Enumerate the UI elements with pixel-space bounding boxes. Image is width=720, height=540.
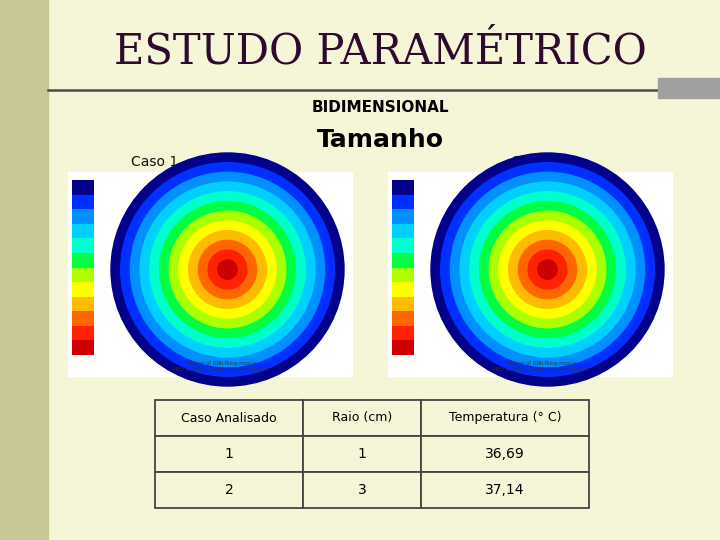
Text: 2: 2 xyxy=(225,483,233,497)
Text: Caso 2: Caso 2 xyxy=(511,155,559,169)
Ellipse shape xyxy=(179,221,276,318)
Bar xyxy=(392,238,414,253)
Bar xyxy=(303,400,421,436)
Bar xyxy=(421,472,589,508)
Ellipse shape xyxy=(208,250,247,289)
Text: 3: 3 xyxy=(358,483,366,497)
Bar xyxy=(72,326,94,340)
Bar xyxy=(303,472,421,508)
Bar xyxy=(392,340,414,355)
Bar xyxy=(72,282,94,296)
Text: Raio (cm): Raio (cm) xyxy=(332,411,392,424)
Ellipse shape xyxy=(528,250,567,289)
Ellipse shape xyxy=(508,231,586,308)
Text: Caso Analisado: Caso Analisado xyxy=(181,411,276,424)
Ellipse shape xyxy=(518,240,577,299)
Bar xyxy=(392,194,414,209)
Ellipse shape xyxy=(199,240,256,299)
Text: 1: 1 xyxy=(358,447,366,461)
Bar xyxy=(72,238,94,253)
Text: 37,14: 37,14 xyxy=(485,483,525,497)
Bar xyxy=(392,267,414,282)
Bar xyxy=(388,172,673,377)
Bar xyxy=(392,296,414,311)
Bar xyxy=(303,436,421,472)
Ellipse shape xyxy=(140,182,315,357)
Bar xyxy=(421,400,589,436)
Ellipse shape xyxy=(451,172,644,367)
Bar xyxy=(0,0,48,540)
Bar xyxy=(392,209,414,224)
Ellipse shape xyxy=(160,201,295,338)
Bar xyxy=(155,436,303,472)
Ellipse shape xyxy=(441,163,654,376)
Ellipse shape xyxy=(538,260,557,279)
Ellipse shape xyxy=(169,211,286,328)
Bar xyxy=(72,267,94,282)
Text: Caso 1: Caso 1 xyxy=(131,155,179,169)
Bar xyxy=(72,194,94,209)
Bar xyxy=(72,209,94,224)
Text: Temperatura (° C): Temperatura (° C) xyxy=(449,411,562,424)
Bar xyxy=(72,340,94,355)
Bar xyxy=(392,224,414,238)
Text: BIDIMENSIONAL: BIDIMENSIONAL xyxy=(311,100,449,116)
Text: 36,69: 36,69 xyxy=(485,447,525,461)
Ellipse shape xyxy=(431,153,664,386)
Ellipse shape xyxy=(111,153,344,386)
Bar xyxy=(421,436,589,472)
Ellipse shape xyxy=(150,192,305,347)
Text: Tamanho: Tamanho xyxy=(317,128,444,152)
Ellipse shape xyxy=(130,172,325,367)
Ellipse shape xyxy=(499,221,596,318)
Bar xyxy=(72,296,94,311)
Bar xyxy=(392,282,414,296)
Ellipse shape xyxy=(470,192,625,347)
Ellipse shape xyxy=(189,231,266,308)
Bar xyxy=(392,326,414,340)
Ellipse shape xyxy=(460,182,635,357)
Bar xyxy=(392,253,414,267)
Bar xyxy=(72,224,94,238)
Bar xyxy=(155,400,303,436)
Text: ANSYS 11.0p1: Qs/De-Qs/De-qs/rho.s.vs: ANSYS 11.0p1: Qs/De-Qs/De-qs/rho.s.vs xyxy=(492,368,589,373)
Ellipse shape xyxy=(490,211,606,328)
Ellipse shape xyxy=(480,201,616,338)
Bar xyxy=(72,311,94,326)
Text: ANSYS 11.0p1: Qs/De-Qs/De-qs/rho.s.vs: ANSYS 11.0p1: Qs/De-Qs/De-qs/rho.s.vs xyxy=(172,368,269,373)
Text: 1: 1 xyxy=(225,447,233,461)
Bar xyxy=(72,253,94,267)
Ellipse shape xyxy=(121,163,334,376)
Bar xyxy=(392,311,414,326)
Bar xyxy=(72,180,94,194)
Text: Contour of DNh-Temp-max(s): Contour of DNh-Temp-max(s) xyxy=(185,361,256,366)
Bar xyxy=(155,472,303,508)
Text: ESTUDO PARAMÉTRICO: ESTUDO PARAMÉTRICO xyxy=(114,31,647,73)
Bar xyxy=(392,180,414,194)
Text: Contour of DNh-Temp-max(s): Contour of DNh-Temp-max(s) xyxy=(505,361,576,366)
Ellipse shape xyxy=(217,260,237,279)
Bar xyxy=(68,172,353,377)
Bar xyxy=(658,78,720,98)
